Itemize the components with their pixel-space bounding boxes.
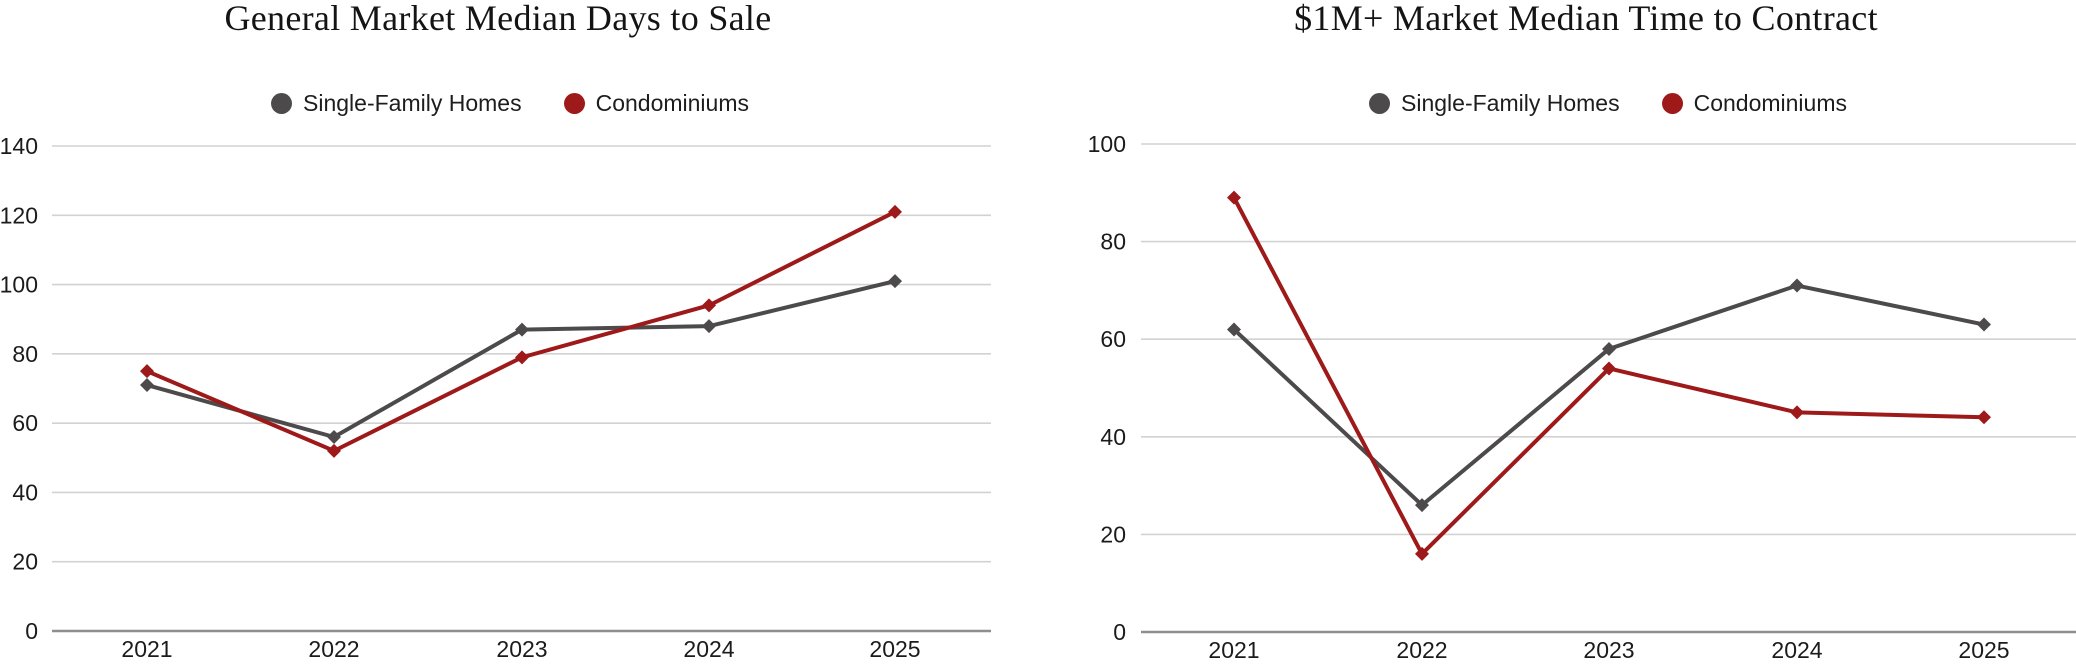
data-point-marker	[1227, 322, 1241, 337]
y-axis-tick-label: 20	[12, 549, 38, 575]
y-axis-tick-label: 60	[1100, 326, 1126, 352]
line-plot-area: 0 20 40 60 80 100 120 140 2021 2022 2023 2024 2025	[0, 133, 991, 662]
y-axis-tick-label: 80	[1100, 229, 1126, 255]
data-point-marker	[1977, 410, 1991, 425]
x-axis-tick-label: 2021	[1208, 637, 1259, 663]
legend-label: Condominiums	[1693, 90, 1847, 116]
x-axis-tick-label: 2025	[1958, 637, 2009, 663]
y-axis-tick-label: 40	[12, 479, 38, 505]
y-axis-tick-label: 100	[0, 272, 38, 298]
chart-1m-plus-market-median-time-to-contract: $1M+ Market Median Time to Contract Sing…	[1038, 0, 2076, 665]
y-axis-tick-label: 40	[1100, 424, 1126, 450]
data-point-marker	[515, 350, 529, 365]
data-point-marker	[140, 364, 154, 379]
legend-label: Single-Family Homes	[303, 90, 522, 116]
data-point-marker	[888, 204, 902, 219]
condominiums-series-dot-icon	[563, 93, 585, 114]
legend-label: Single-Family Homes	[1401, 90, 1620, 116]
x-axis-tick-label: 2024	[683, 636, 734, 662]
data-point-marker	[702, 298, 716, 313]
condominiums-series-dot-icon	[1661, 93, 1683, 114]
data-point-marker	[1602, 361, 1616, 376]
data-point-marker	[888, 274, 902, 289]
chart-general-market-median-days-to-sale: General Market Median Days to Sale Singl…	[0, 0, 991, 662]
y-axis-tick-label: 120	[0, 202, 38, 228]
y-axis-tick-label: 80	[12, 341, 38, 367]
legend-item-single-family-homes: Single-Family Homes	[1369, 90, 1620, 117]
y-axis-tick-label: 0	[1113, 619, 1126, 645]
y-axis-tick-label: 60	[12, 410, 38, 436]
x-axis-tick-label: 2023	[496, 636, 547, 662]
chart-legend: Single-Family Homes Condominiums	[1369, 90, 1847, 117]
data-point-marker	[1227, 190, 1241, 205]
y-axis-tick-label: 20	[1100, 521, 1126, 547]
data-point-marker	[1790, 278, 1804, 293]
chart-title: $1M+ Market Median Time to Contract	[1294, 0, 1878, 38]
series-line-condominiums	[1232, 196, 1985, 558]
legend-item-condominiums: Condominiums	[1661, 90, 1847, 117]
x-axis-tick-label: 2021	[121, 636, 172, 662]
data-point-marker	[1415, 498, 1429, 513]
x-axis-tick-label: 2023	[1583, 637, 1634, 663]
legend-label: Condominiums	[595, 90, 749, 116]
data-point-marker	[702, 319, 716, 334]
y-axis-tick-label: 100	[1088, 131, 1126, 157]
line-plot-area: 0 20 40 60 80 100 2021 2022 2023 2024 2025	[1088, 131, 2076, 663]
y-axis-tick-label: 140	[0, 133, 38, 159]
data-point-marker	[140, 378, 154, 393]
x-axis-tick-label: 2024	[1771, 637, 1822, 663]
single-family-series-dot-icon	[1369, 93, 1391, 114]
single-family-series-dot-icon	[271, 93, 293, 114]
data-point-marker	[1602, 341, 1616, 356]
data-point-marker	[1415, 546, 1429, 561]
data-point-marker	[515, 322, 529, 337]
chart-legend: Single-Family Homes Condominiums	[271, 90, 749, 117]
legend-item-single-family-homes: Single-Family Homes	[271, 90, 522, 117]
chart-title: General Market Median Days to Sale	[224, 0, 772, 38]
series-line-single-family-homes	[1232, 283, 1985, 508]
x-axis-tick-label: 2025	[869, 636, 920, 662]
y-axis-tick-label: 0	[25, 618, 38, 644]
data-point-marker	[1790, 405, 1804, 420]
data-point-marker	[1977, 317, 1991, 332]
data-point-marker	[327, 443, 341, 458]
data-point-marker	[327, 430, 341, 444]
x-axis-tick-label: 2022	[1396, 637, 1447, 663]
legend-item-condominiums: Condominiums	[563, 90, 749, 117]
x-axis-tick-label: 2022	[308, 636, 359, 662]
